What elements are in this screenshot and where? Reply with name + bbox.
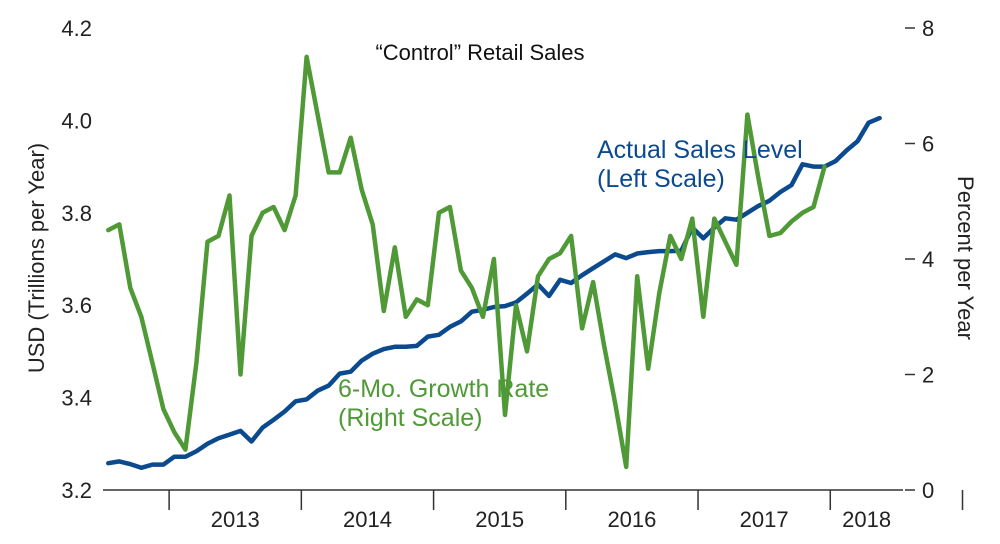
x-axis: 2013 2014 2015 2016 2017 2018 xyxy=(103,489,964,532)
right-tick-label: 4 xyxy=(922,247,934,272)
x-tick-label: 2016 xyxy=(607,507,656,532)
left-tick-label: 3.4 xyxy=(61,386,92,411)
x-tick-label: 2013 xyxy=(211,507,260,532)
right-tick-label: 6 xyxy=(922,132,934,157)
sales-annotation-line2: (Left Scale) xyxy=(597,165,725,193)
growth-annotation-line2: (Right Scale) xyxy=(338,404,483,432)
chart-title: “Control” Retail Sales xyxy=(375,40,584,65)
growth-rate-line xyxy=(106,54,827,470)
left-axis-title: USD (Trillions per Year) xyxy=(24,143,49,373)
x-tick-label: 2018 xyxy=(842,507,891,532)
right-axis-ticks: 0 2 4 6 8 xyxy=(905,16,934,503)
left-tick-label: 4.2 xyxy=(61,16,92,41)
left-tick-label: 3.8 xyxy=(61,201,92,226)
left-tick-label: 3.6 xyxy=(61,293,92,318)
sales-level-line xyxy=(106,115,882,471)
right-tick-label: 0 xyxy=(922,478,934,503)
x-tick-label: 2014 xyxy=(343,507,392,532)
left-axis-ticks: 3.2 3.4 3.6 3.8 4.0 4.2 xyxy=(61,16,92,503)
right-axis-title: Percent per Year xyxy=(953,176,978,340)
sales-annotation-line1: Actual Sales Level xyxy=(597,136,803,164)
x-tick-label: 2017 xyxy=(740,507,789,532)
growth-annotation-line1: 6-Mo. Growth Rate xyxy=(338,375,549,403)
x-tick-label: 2015 xyxy=(475,507,524,532)
left-tick-label: 4.0 xyxy=(61,108,92,133)
right-tick-label: 8 xyxy=(922,16,934,41)
left-tick-label: 3.2 xyxy=(61,478,92,503)
right-tick-label: 2 xyxy=(922,363,934,388)
